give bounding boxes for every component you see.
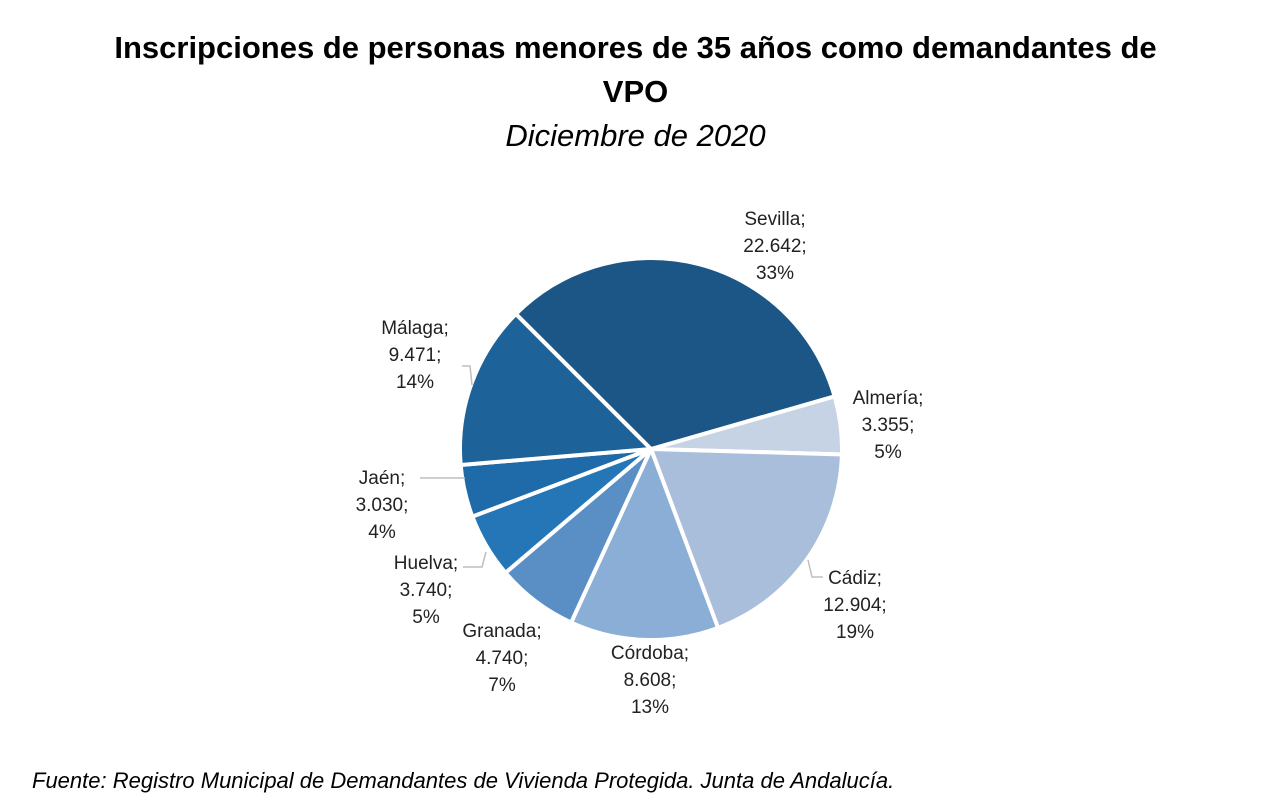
label-sevilla: Sevilla; 22.642; 33%: [743, 209, 807, 284]
leader-line-malaga: [462, 365, 473, 386]
chart-title-line-2: VPO: [602, 74, 669, 109]
label-huelva: Huelva; 3.740; 5%: [393, 553, 459, 628]
label-jaen: Jaén; 3.030; 4%: [355, 468, 409, 543]
leader-line-huelva: [463, 551, 487, 568]
chart-title-line-1: Inscripciones de personas menores de 35 …: [114, 30, 1157, 65]
label-almeria: Almería; 3.355; 5%: [852, 388, 924, 463]
label-cordoba: Córdoba; 8.608; 13%: [610, 643, 690, 718]
label-malaga: Málaga; 9.471; 14%: [381, 318, 449, 393]
source-note: Fuente: Registro Municipal de Demandante…: [32, 768, 895, 793]
label-cadiz: Cádiz; 12.904; 19%: [823, 568, 887, 643]
leader-line-cadiz: [807, 559, 823, 578]
pie-slice-cordoba: [568, 443, 721, 642]
pie-slice-cadiz: [648, 446, 844, 631]
pie-slice-sevilla: [513, 256, 838, 452]
chart-subtitle: Diciembre de 2020: [505, 118, 766, 153]
label-granada: Granada; 4.740; 7%: [462, 621, 542, 696]
